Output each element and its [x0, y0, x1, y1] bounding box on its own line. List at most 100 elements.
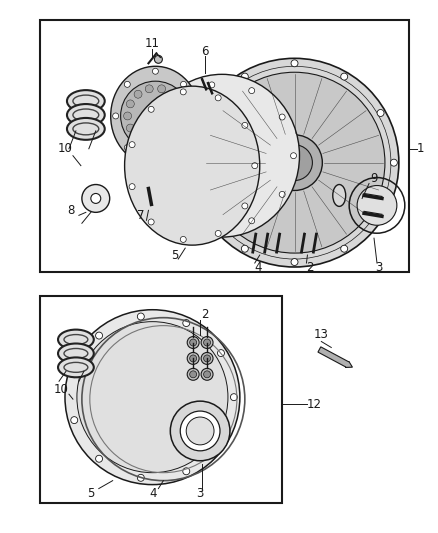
Circle shape — [242, 203, 248, 209]
Circle shape — [138, 474, 144, 481]
Circle shape — [71, 371, 78, 378]
Ellipse shape — [111, 66, 200, 166]
Circle shape — [191, 141, 199, 150]
Circle shape — [279, 191, 285, 197]
Bar — [40, 20, 409, 272]
Circle shape — [169, 134, 177, 142]
Circle shape — [232, 126, 241, 135]
Text: 12: 12 — [307, 398, 322, 410]
Text: 8: 8 — [67, 204, 74, 217]
Circle shape — [134, 134, 142, 142]
Circle shape — [172, 207, 178, 213]
Circle shape — [155, 55, 162, 63]
Circle shape — [65, 310, 240, 484]
Circle shape — [158, 85, 166, 93]
Circle shape — [201, 368, 213, 380]
Circle shape — [241, 245, 248, 252]
Circle shape — [195, 133, 205, 142]
Circle shape — [204, 355, 211, 362]
Circle shape — [145, 139, 153, 147]
Circle shape — [341, 73, 348, 80]
Circle shape — [290, 153, 297, 159]
Circle shape — [218, 350, 224, 357]
Ellipse shape — [124, 86, 260, 245]
Circle shape — [203, 126, 212, 135]
Text: 2: 2 — [306, 262, 313, 274]
Circle shape — [177, 100, 184, 108]
Circle shape — [95, 455, 102, 462]
Circle shape — [148, 219, 154, 225]
Circle shape — [77, 321, 228, 473]
Circle shape — [190, 339, 197, 346]
Ellipse shape — [58, 358, 94, 377]
Text: 10: 10 — [57, 142, 72, 155]
Circle shape — [186, 417, 214, 445]
Circle shape — [138, 313, 144, 320]
Circle shape — [113, 113, 119, 119]
Circle shape — [357, 185, 397, 225]
Circle shape — [192, 113, 198, 119]
Text: 3: 3 — [375, 262, 383, 274]
FancyArrow shape — [318, 347, 353, 367]
Circle shape — [169, 90, 177, 98]
Circle shape — [183, 320, 190, 327]
Circle shape — [124, 112, 131, 120]
Circle shape — [158, 139, 166, 147]
Circle shape — [252, 163, 258, 168]
Circle shape — [390, 159, 397, 166]
Circle shape — [187, 352, 199, 365]
Circle shape — [189, 151, 198, 160]
Circle shape — [148, 107, 154, 112]
Circle shape — [91, 193, 101, 204]
Text: 10: 10 — [53, 383, 68, 395]
Circle shape — [277, 145, 312, 181]
Circle shape — [190, 355, 197, 362]
Circle shape — [190, 58, 399, 267]
Circle shape — [240, 133, 248, 142]
Text: 13: 13 — [314, 328, 329, 341]
Ellipse shape — [333, 184, 346, 206]
Text: 6: 6 — [201, 45, 209, 58]
Circle shape — [127, 100, 134, 108]
Circle shape — [203, 176, 212, 185]
Text: 4: 4 — [150, 487, 157, 500]
Text: 1: 1 — [417, 142, 424, 155]
Circle shape — [205, 209, 212, 216]
Circle shape — [195, 169, 205, 179]
Text: 5: 5 — [87, 487, 95, 500]
Ellipse shape — [67, 90, 105, 112]
Circle shape — [179, 112, 187, 120]
Circle shape — [71, 417, 78, 424]
Circle shape — [127, 124, 134, 132]
Circle shape — [180, 82, 187, 87]
Circle shape — [204, 371, 211, 378]
Circle shape — [267, 135, 322, 190]
Circle shape — [95, 332, 102, 339]
Circle shape — [134, 90, 142, 98]
Circle shape — [192, 159, 198, 166]
Circle shape — [244, 161, 254, 170]
Text: 9: 9 — [370, 172, 378, 185]
Circle shape — [129, 142, 135, 148]
Circle shape — [215, 95, 221, 101]
Bar — [165, 106, 220, 126]
Bar — [40, 296, 282, 504]
Ellipse shape — [67, 118, 105, 140]
Circle shape — [190, 371, 197, 378]
Circle shape — [177, 124, 184, 132]
Ellipse shape — [67, 104, 105, 126]
Ellipse shape — [145, 74, 300, 237]
Circle shape — [187, 368, 199, 380]
Circle shape — [120, 81, 190, 151]
Circle shape — [124, 144, 130, 150]
Circle shape — [204, 72, 385, 253]
Circle shape — [201, 352, 213, 365]
Circle shape — [377, 109, 384, 116]
Circle shape — [209, 82, 215, 88]
Circle shape — [82, 184, 110, 212]
Circle shape — [246, 151, 255, 160]
Circle shape — [187, 336, 199, 349]
Text: 4: 4 — [254, 262, 261, 274]
Circle shape — [240, 169, 248, 179]
Circle shape — [209, 223, 215, 230]
